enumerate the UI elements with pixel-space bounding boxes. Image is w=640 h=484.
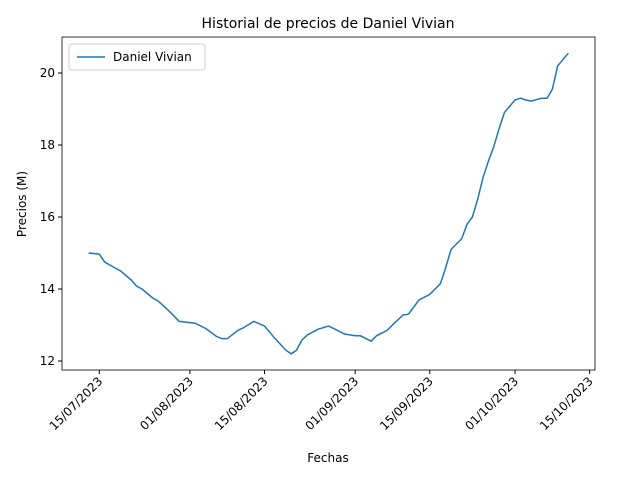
y-tick-label: 18 [40,138,55,152]
axes-frame [61,36,596,371]
y-tick-label: 12 [40,354,55,368]
y-tick-label: 20 [40,66,55,80]
chart-title: Historial de precios de Daniel Vivian [202,16,455,32]
y-axis-label: Precios (M) [15,171,29,237]
line [88,52,569,355]
legend-label: Daniel Vivian [113,50,192,64]
y-tick-label: 16 [40,210,55,224]
x-axis-label: Fechas [307,451,348,465]
y-tick-label: 14 [40,282,55,296]
legend-box [68,43,206,71]
